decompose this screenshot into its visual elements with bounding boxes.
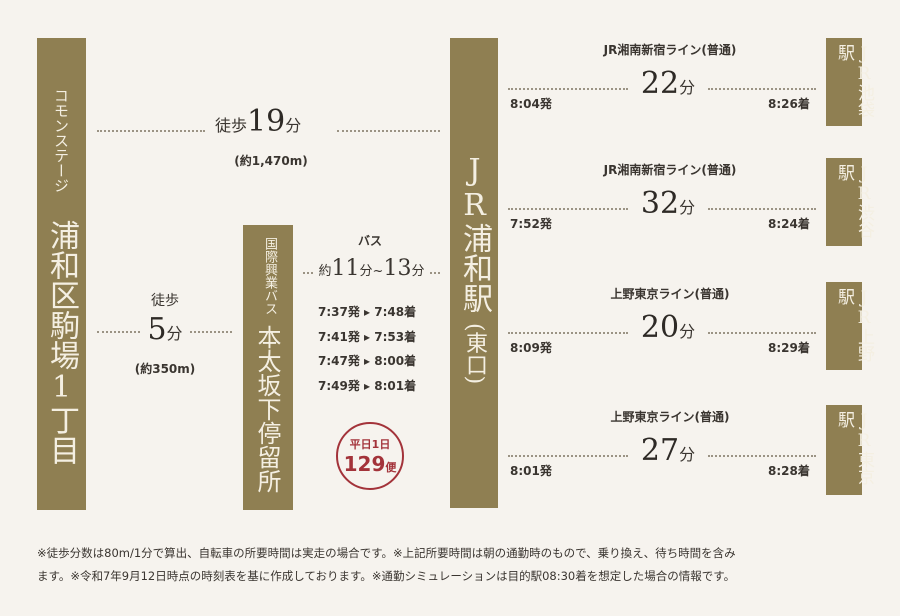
walk-bus-label: 徒歩 [151, 293, 179, 309]
destination-name: JR東京駅 [834, 411, 874, 485]
bus-sep: 分~ [359, 264, 384, 279]
bus-time: 7:37発 ▸ 7:48着 [318, 305, 417, 319]
walk-unit: 分 [166, 324, 183, 343]
badge-unit: 便 [385, 461, 397, 474]
destination-box: JR東京駅 [826, 405, 874, 495]
destination-name: JR渋谷駅 [834, 164, 874, 238]
walk-unit: 分 [285, 116, 302, 135]
destination-box: JR池袋駅 [826, 38, 874, 126]
bus-timetable: 7:37発 ▸ 7:48着 7:41発 ▸ 7:53着 7:47発 ▸ 8:00… [318, 300, 416, 398]
bus-line [303, 272, 313, 274]
walk-bus-line [190, 331, 232, 333]
footnote: ※徒歩分数は80m/1分で算出、自転車の所要時間は実走の場合です。※上記所要時間… [37, 546, 736, 560]
bus-prefix: 約 [318, 264, 332, 279]
route-line-name: 上野東京ライン(普通) [610, 287, 730, 301]
destination-name: JR池袋駅 [834, 44, 874, 118]
route-depart: 8:04発 [510, 97, 552, 111]
walk-minutes: 5 [147, 312, 167, 347]
route-arrive: 8:29着 [768, 341, 810, 355]
route-line [708, 88, 816, 90]
bus-line [430, 272, 440, 274]
route-minutes: 27 [640, 433, 680, 468]
origin-name: 浦和区駒場1丁目 [44, 220, 79, 465]
badge-count: 129 [343, 452, 386, 476]
walk-label: 徒歩 [215, 116, 248, 135]
route-minutes: 22 [640, 66, 680, 101]
walk-bus-line [97, 331, 140, 333]
walk-station-line [337, 130, 440, 132]
station-name: JR浦和駅 [457, 153, 492, 313]
bus-min-to: 13 [383, 256, 412, 281]
route-minutes: 20 [640, 310, 680, 345]
bus-time: 7:49発 ▸ 8:01着 [318, 378, 417, 393]
bus-time: 7:47発 ▸ 8:00着 [318, 354, 417, 368]
route-duration: 22分 [628, 66, 708, 101]
route-depart: 8:01発 [510, 464, 552, 478]
route-unit: 分 [679, 445, 696, 464]
route-unit: 分 [679, 198, 696, 217]
route-duration: 20分 [628, 310, 708, 345]
origin-subtitle: コモンステージ [52, 88, 70, 193]
destination-box: JR上野駅 [826, 282, 874, 370]
destination-box: JR渋谷駅 [826, 158, 874, 246]
walk-station-distance: (約1,470m) [234, 154, 308, 168]
route-duration: 27分 [628, 433, 708, 468]
route-depart: 7:52発 [510, 217, 552, 231]
badge-label: 平日1日 [349, 438, 391, 451]
walk-bus-duration: 5分 [130, 312, 200, 347]
route-arrive: 8:28着 [768, 464, 810, 478]
station-exit: (東口) [462, 323, 487, 385]
walk-minutes: 19 [247, 104, 286, 139]
bus-time: 7:41発 ▸ 7:53着 [318, 329, 417, 344]
station-box: JR浦和駅 (東口) [450, 38, 498, 508]
route-line [508, 88, 628, 90]
bus-operator: 国際興業バス [262, 237, 277, 315]
route-line [708, 332, 816, 334]
bus-stop-name: 本太坂下停留所 [253, 325, 281, 493]
route-line-name: JR湘南新宿ライン(普通) [603, 43, 737, 57]
route-unit: 分 [679, 78, 696, 97]
route-line [508, 455, 628, 457]
bus-min-from: 11 [331, 256, 360, 281]
footnotes: ※徒歩分数は80m/1分で算出、自転車の所要時間は実走の場合です。※上記所要時間… [37, 542, 736, 588]
bus-duration: 約11分~13分 [313, 256, 430, 281]
origin-box: コモンステージ 浦和区駒場1丁目 [37, 38, 86, 510]
route-unit: 分 [679, 322, 696, 341]
walk-station-duration: 徒歩19分 [215, 104, 327, 139]
route-line [708, 455, 816, 457]
route-line-name: JR湘南新宿ライン(普通) [603, 163, 737, 177]
route-arrive: 8:24着 [768, 217, 810, 231]
destination-name: JR上野駅 [834, 288, 874, 362]
bus-label: バス [357, 234, 382, 248]
bus-frequency-badge: 平日1日 129便 [336, 422, 404, 490]
walk-bus-distance: (約350m) [134, 362, 196, 376]
route-line-name: 上野東京ライン(普通) [610, 410, 730, 424]
route-arrive: 8:26着 [768, 97, 810, 111]
route-line [708, 208, 816, 210]
route-duration: 32分 [628, 186, 708, 221]
walk-station-line [97, 130, 205, 132]
route-line [508, 332, 628, 334]
route-line [508, 208, 628, 210]
footnote: ます。※令和7年9月12日時点の時刻表を基に作成しております。※通勤シミュレーシ… [37, 569, 736, 583]
bus-stop-box: 国際興業バス 本太坂下停留所 [243, 225, 293, 510]
route-minutes: 32 [640, 186, 680, 221]
bus-unit: 分 [411, 264, 425, 279]
route-depart: 8:09発 [510, 341, 552, 355]
